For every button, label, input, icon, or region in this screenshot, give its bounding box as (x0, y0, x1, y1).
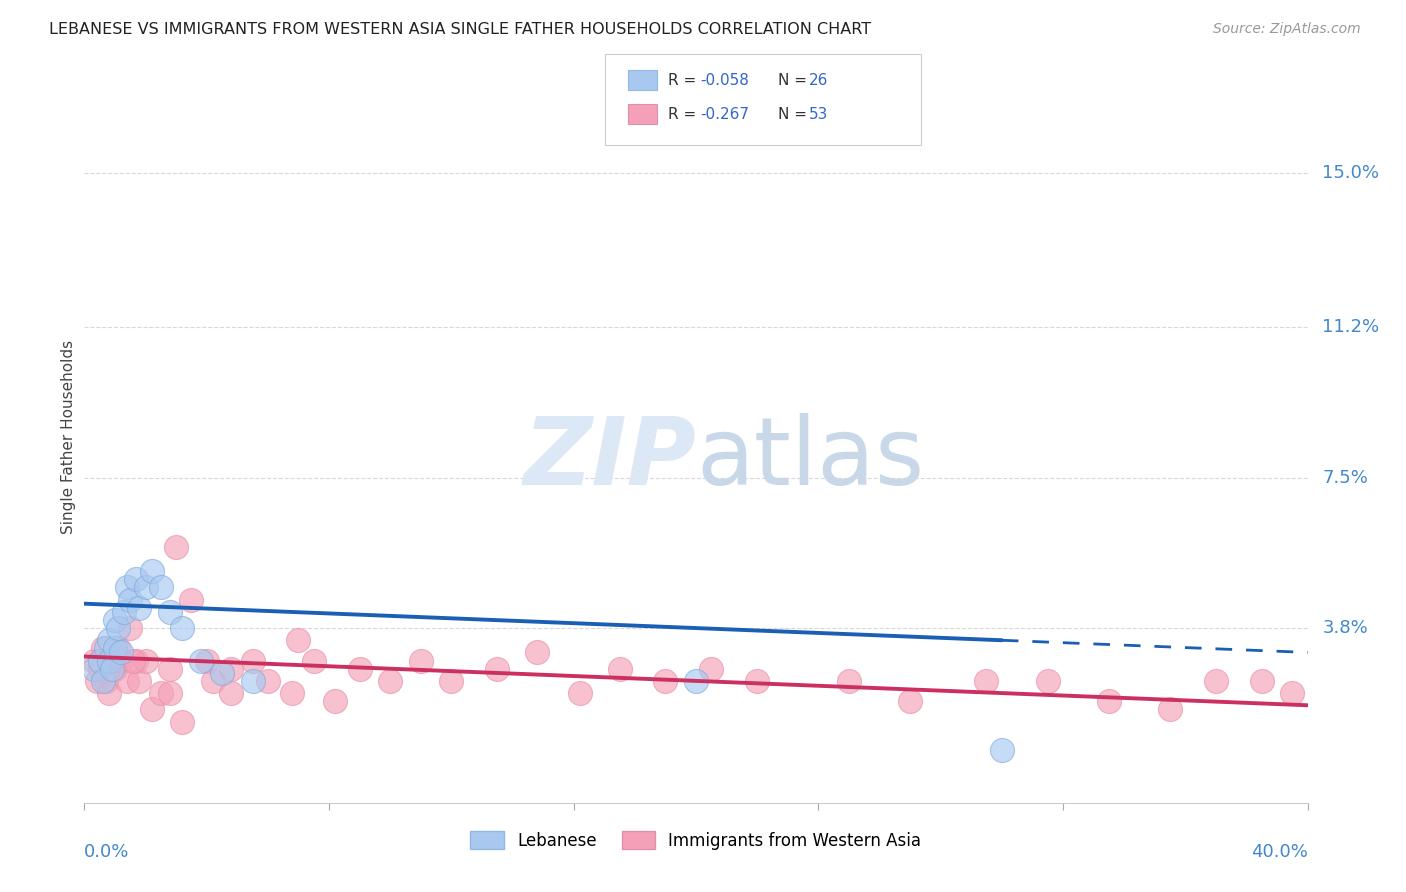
Point (135, 654, 157, 668)
Text: atlas: atlas (696, 413, 924, 505)
Text: 40.0%: 40.0% (1251, 844, 1308, 862)
Point (380, 673, 402, 688)
Point (97, 686, 120, 700)
Point (110, 645, 132, 659)
Point (700, 662, 723, 676)
Point (1036, 673, 1059, 688)
Point (568, 686, 591, 700)
Point (159, 686, 181, 700)
Point (976, 673, 998, 688)
Point (685, 673, 707, 688)
Point (991, 743, 1014, 757)
Point (107, 621, 129, 635)
Point (120, 592, 142, 607)
Point (125, 572, 148, 586)
Point (898, 694, 921, 708)
Point (172, 714, 194, 729)
Text: 3.8%: 3.8% (1322, 619, 1368, 637)
Point (122, 654, 145, 668)
Point (159, 605, 181, 619)
Point (112, 605, 135, 619)
Point (180, 592, 202, 607)
Point (149, 686, 172, 700)
Point (486, 662, 509, 676)
Point (838, 673, 860, 688)
Point (1098, 694, 1121, 708)
Point (107, 641, 129, 656)
Point (141, 564, 163, 578)
Point (97, 633, 120, 648)
Point (349, 662, 371, 676)
Point (115, 581, 138, 595)
Point (747, 673, 769, 688)
Point (97, 654, 120, 668)
Text: 53: 53 (808, 107, 828, 121)
Y-axis label: Single Father Households: Single Father Households (60, 340, 76, 534)
Point (190, 654, 212, 668)
Point (609, 662, 631, 676)
Point (1281, 686, 1303, 700)
Point (172, 621, 194, 635)
Point (89, 662, 111, 676)
Text: 0.0%: 0.0% (84, 844, 129, 862)
Text: 15.0%: 15.0% (1322, 164, 1379, 182)
Point (89, 654, 111, 668)
Text: N =: N = (778, 107, 811, 121)
Point (141, 702, 163, 716)
Point (165, 540, 187, 554)
Point (125, 654, 148, 668)
Point (104, 613, 127, 627)
Text: 7.5%: 7.5% (1322, 468, 1368, 487)
Point (440, 673, 463, 688)
Point (86, 673, 108, 688)
Point (242, 654, 264, 668)
Point (211, 665, 233, 680)
Text: N =: N = (778, 73, 811, 87)
Point (526, 645, 548, 659)
Point (281, 686, 304, 700)
Text: Source: ZipAtlas.com: Source: ZipAtlas.com (1213, 22, 1361, 37)
Point (159, 662, 181, 676)
Point (409, 654, 432, 668)
Point (91, 641, 114, 656)
Point (287, 633, 309, 648)
Point (83, 654, 105, 668)
Point (94, 641, 117, 656)
Text: -0.058: -0.058 (700, 73, 749, 87)
Point (104, 641, 127, 656)
Point (219, 662, 242, 676)
Text: LEBANESE VS IMMIGRANTS FROM WESTERN ASIA SINGLE FATHER HOUSEHOLDS CORRELATION CH: LEBANESE VS IMMIGRANTS FROM WESTERN ASIA… (49, 22, 872, 37)
Text: R =: R = (668, 73, 702, 87)
Point (257, 673, 280, 688)
Point (94, 673, 117, 688)
Point (83, 662, 105, 676)
Text: 11.2%: 11.2% (1322, 318, 1379, 336)
Point (654, 673, 676, 688)
Point (323, 694, 346, 708)
Point (195, 654, 218, 668)
Text: 26: 26 (808, 73, 828, 87)
Point (149, 581, 172, 595)
Point (101, 662, 124, 676)
Point (219, 686, 242, 700)
Point (1205, 673, 1227, 688)
Point (91, 673, 114, 688)
Point (135, 581, 157, 595)
Point (242, 673, 264, 688)
Point (110, 654, 132, 668)
Point (1159, 702, 1181, 716)
Point (302, 654, 325, 668)
Text: -0.267: -0.267 (700, 107, 749, 121)
Point (120, 621, 142, 635)
Point (128, 600, 150, 615)
Point (101, 654, 124, 668)
Text: R =: R = (668, 107, 702, 121)
Point (128, 673, 150, 688)
Point (201, 673, 224, 688)
Point (115, 673, 138, 688)
Point (1250, 673, 1272, 688)
Legend: Lebanese, Immigrants from Western Asia: Lebanese, Immigrants from Western Asia (464, 824, 928, 856)
Text: ZIP: ZIP (523, 413, 696, 505)
Point (104, 662, 127, 676)
